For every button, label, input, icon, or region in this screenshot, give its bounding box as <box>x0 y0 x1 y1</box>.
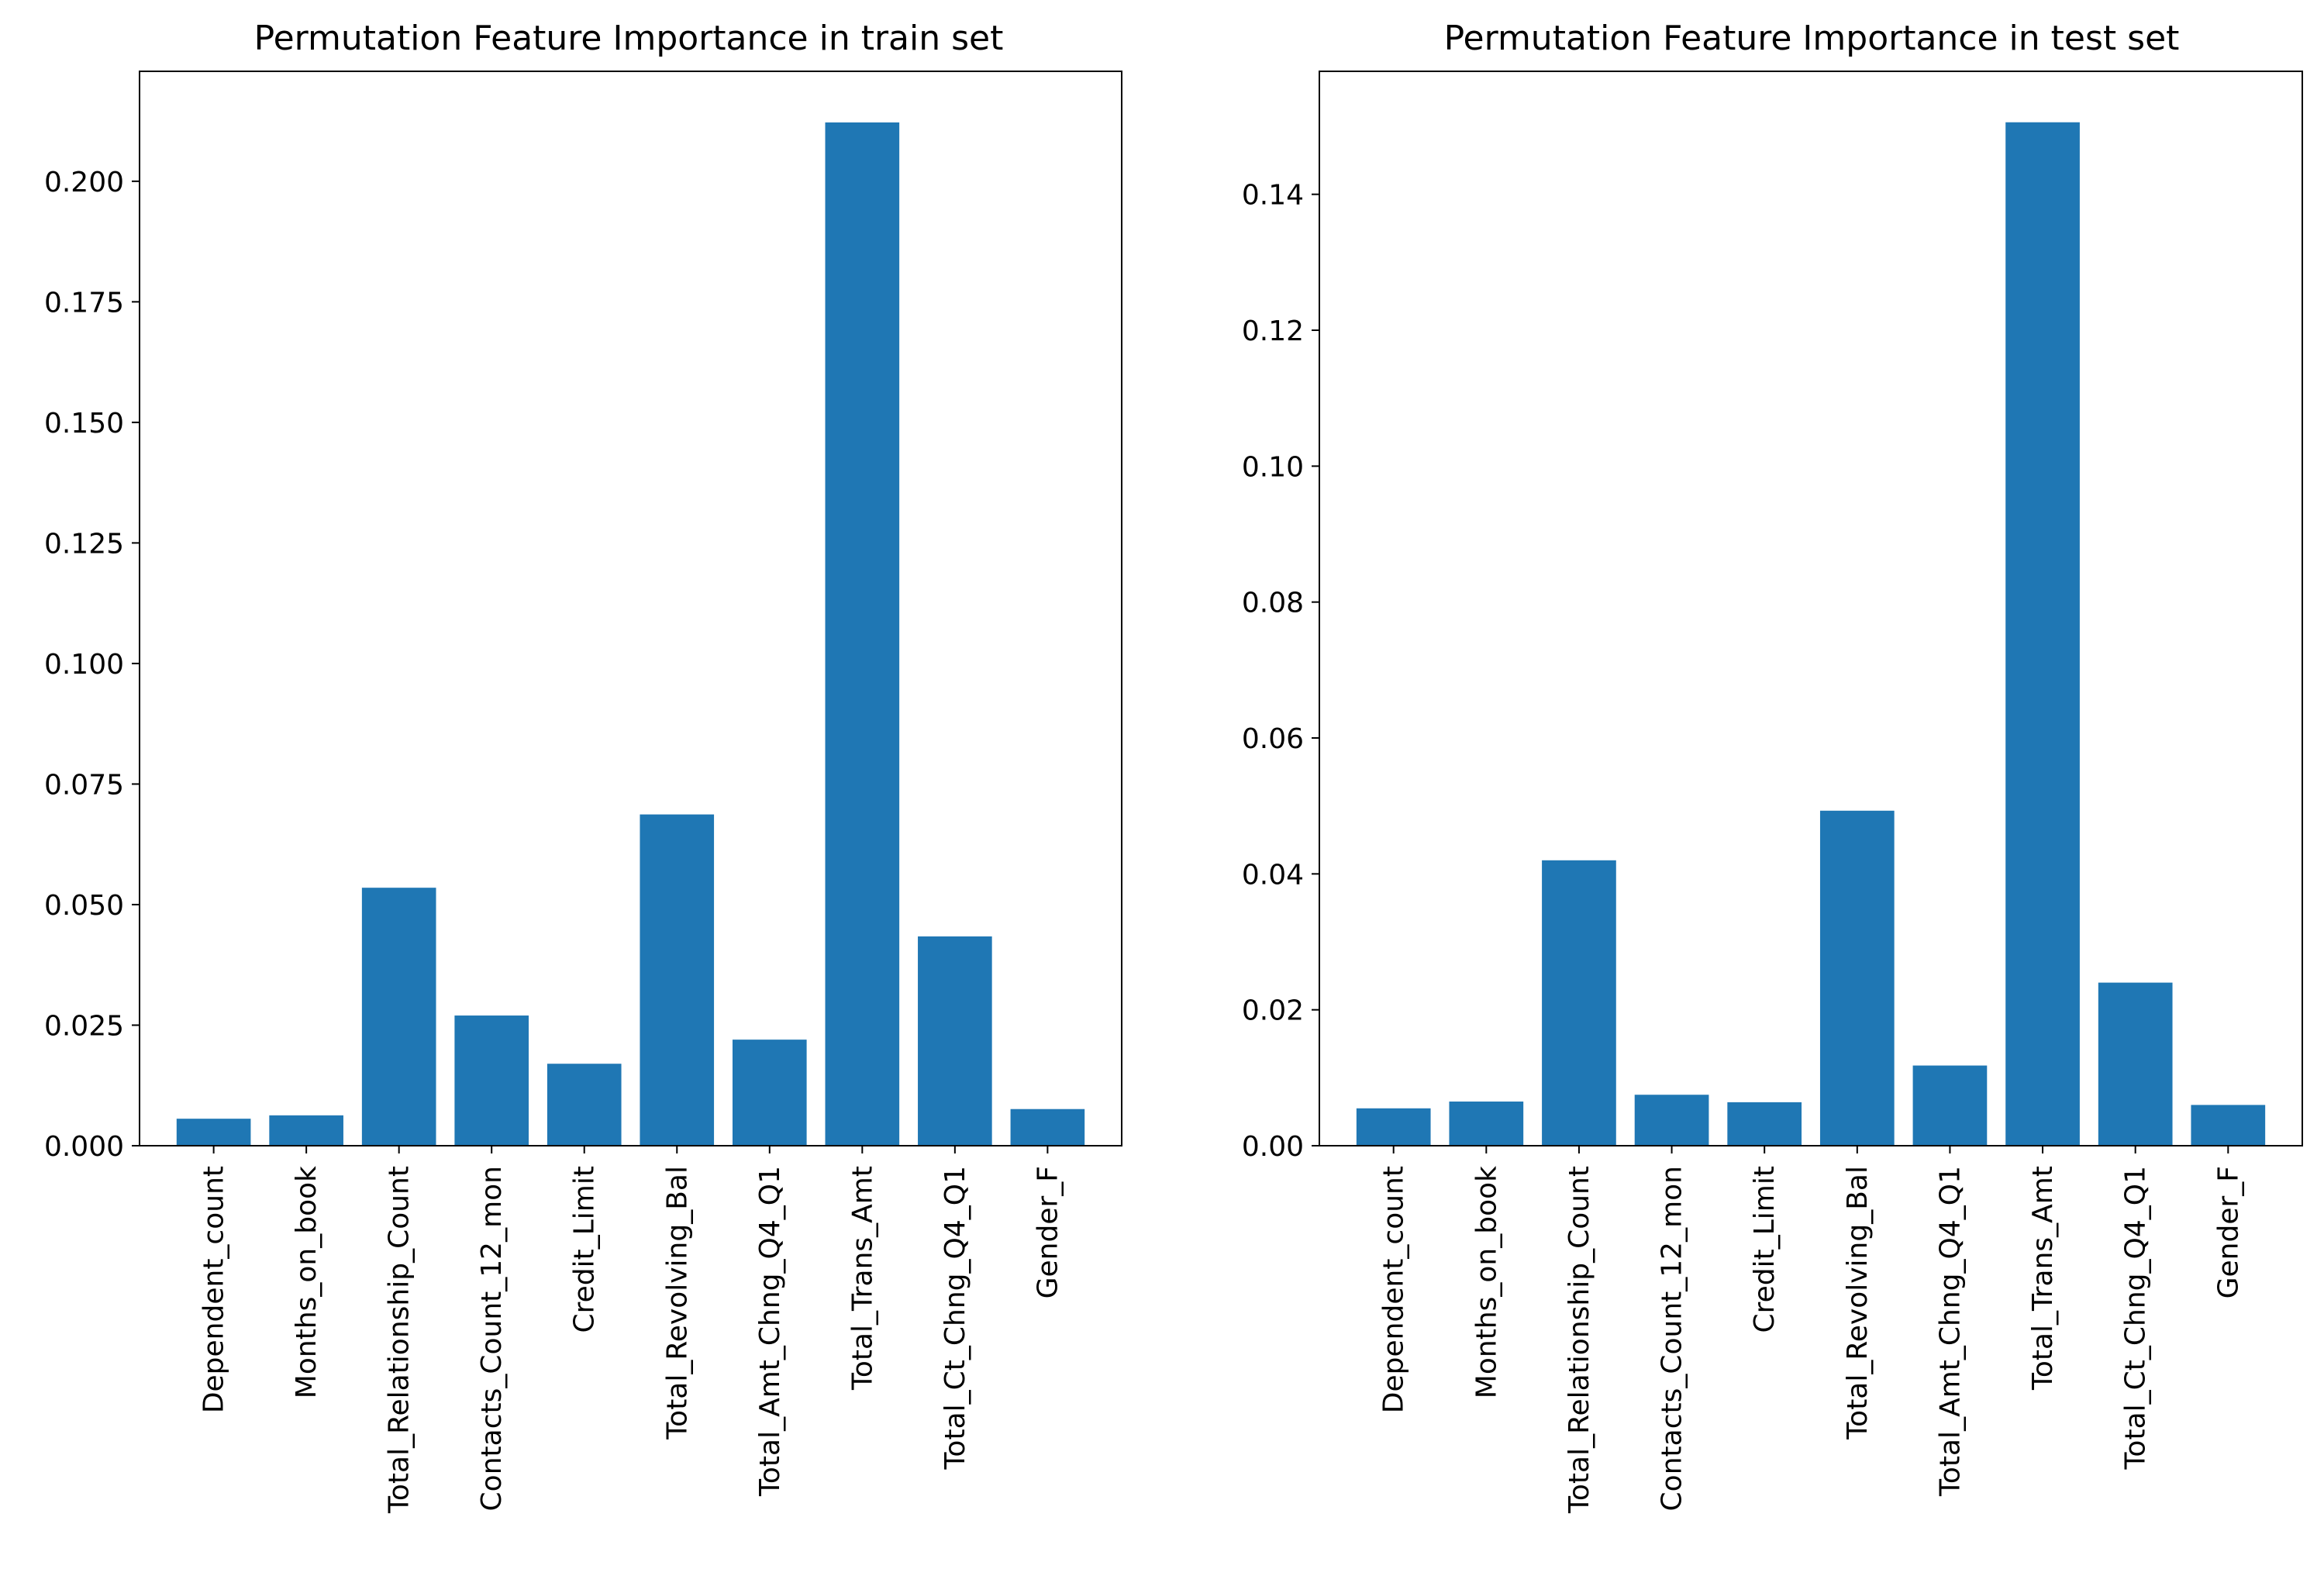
test-ytick-label-0: 0.00 <box>1242 1131 1304 1163</box>
train-ytick-label-4: 0.100 <box>44 649 124 681</box>
test-axes-frame <box>1319 71 2303 1146</box>
train-axes-frame <box>139 71 1122 1146</box>
test-ytick-label-6: 0.12 <box>1242 315 1304 347</box>
test-ytick-label-7: 0.14 <box>1242 180 1304 212</box>
test-bar-4 <box>1727 1102 1802 1146</box>
train-bar-9 <box>1010 1109 1085 1146</box>
train-ytick-label-3: 0.075 <box>44 769 124 801</box>
train-chart: Permutation Feature Importance in train … <box>44 19 1122 1514</box>
test-chart: Permutation Feature Importance in test s… <box>1242 19 2303 1514</box>
test-xtick-label-7: Total_Trans_Amt <box>2027 1166 2059 1391</box>
test-bar-0 <box>1356 1108 1431 1146</box>
train-xtick-label-9: Gender_F <box>1032 1166 1064 1298</box>
train-bar-4 <box>547 1064 622 1146</box>
train-bar-2 <box>361 888 436 1146</box>
test-ytick-label-2: 0.04 <box>1242 859 1304 891</box>
test-xtick-label-6: Total_Amt_Chng_Q4_Q1 <box>1934 1166 1966 1497</box>
test-ytick-label-4: 0.08 <box>1242 588 1304 619</box>
test-bar-5 <box>1819 810 1895 1146</box>
train-xtick-label-1: Months_on_book <box>291 1166 322 1398</box>
test-bar-6 <box>1912 1065 1988 1146</box>
test-bar-2 <box>1542 860 1616 1146</box>
train-xtick-label-8: Total_Ct_Chng_Q4_Q1 <box>940 1166 971 1470</box>
train-ytick-label-7: 0.175 <box>44 287 124 319</box>
test-xtick-label-3: Contacts_Count_12_mon <box>1657 1166 1688 1511</box>
train-xtick-label-0: Dependent_count <box>198 1166 230 1413</box>
train-ytick-label-5: 0.125 <box>44 528 124 560</box>
train-bar-6 <box>732 1040 807 1146</box>
train-xtick-label-2: Total_Relationship_Count <box>384 1166 415 1514</box>
test-bar-1 <box>1449 1102 1524 1146</box>
test-bar-8 <box>2098 982 2173 1146</box>
test-bar-9 <box>2191 1105 2266 1146</box>
train-ytick-label-1: 0.025 <box>44 1010 124 1042</box>
train-ytick-label-8: 0.200 <box>44 167 124 198</box>
train-ytick-label-6: 0.150 <box>44 408 124 440</box>
test-chart-title: Permutation Feature Importance in test s… <box>1444 19 2180 58</box>
test-xtick-label-8: Total_Ct_Chng_Q4_Q1 <box>2120 1166 2152 1470</box>
train-xtick-label-6: Total_Amt_Chng_Q4_Q1 <box>754 1166 786 1497</box>
test-ytick-label-5: 0.10 <box>1242 451 1304 483</box>
train-bar-5 <box>640 814 715 1146</box>
train-chart-title: Permutation Feature Importance in train … <box>254 19 1004 58</box>
train-xtick-label-5: Total_Revolving_Bal <box>661 1166 693 1440</box>
train-bar-0 <box>176 1119 251 1146</box>
train-bar-7 <box>825 122 900 1146</box>
test-xtick-label-9: Gender_F <box>2212 1166 2244 1298</box>
test-xtick-label-4: Credit_Limit <box>1749 1166 1781 1333</box>
train-ytick-label-0: 0.000 <box>44 1131 124 1163</box>
train-bar-3 <box>454 1015 529 1146</box>
test-bar-3 <box>1634 1095 1709 1146</box>
train-ytick-label-2: 0.050 <box>44 890 124 922</box>
train-xtick-label-3: Contacts_Count_12_mon <box>476 1166 508 1511</box>
test-ytick-label-1: 0.02 <box>1242 995 1304 1027</box>
test-xtick-label-1: Months_on_book <box>1471 1166 1502 1398</box>
test-ytick-label-3: 0.06 <box>1242 723 1304 755</box>
test-xtick-label-5: Total_Revolving_Bal <box>1842 1166 1874 1440</box>
test-bar-7 <box>2005 122 2080 1146</box>
test-xtick-label-0: Dependent_count <box>1378 1166 1410 1413</box>
train-bar-8 <box>918 936 992 1146</box>
train-bar-1 <box>269 1115 343 1146</box>
train-xtick-label-7: Total_Trans_Amt <box>847 1166 878 1391</box>
train-xtick-label-4: Credit_Limit <box>569 1166 601 1333</box>
test-xtick-label-2: Total_Relationship_Count <box>1564 1166 1595 1514</box>
